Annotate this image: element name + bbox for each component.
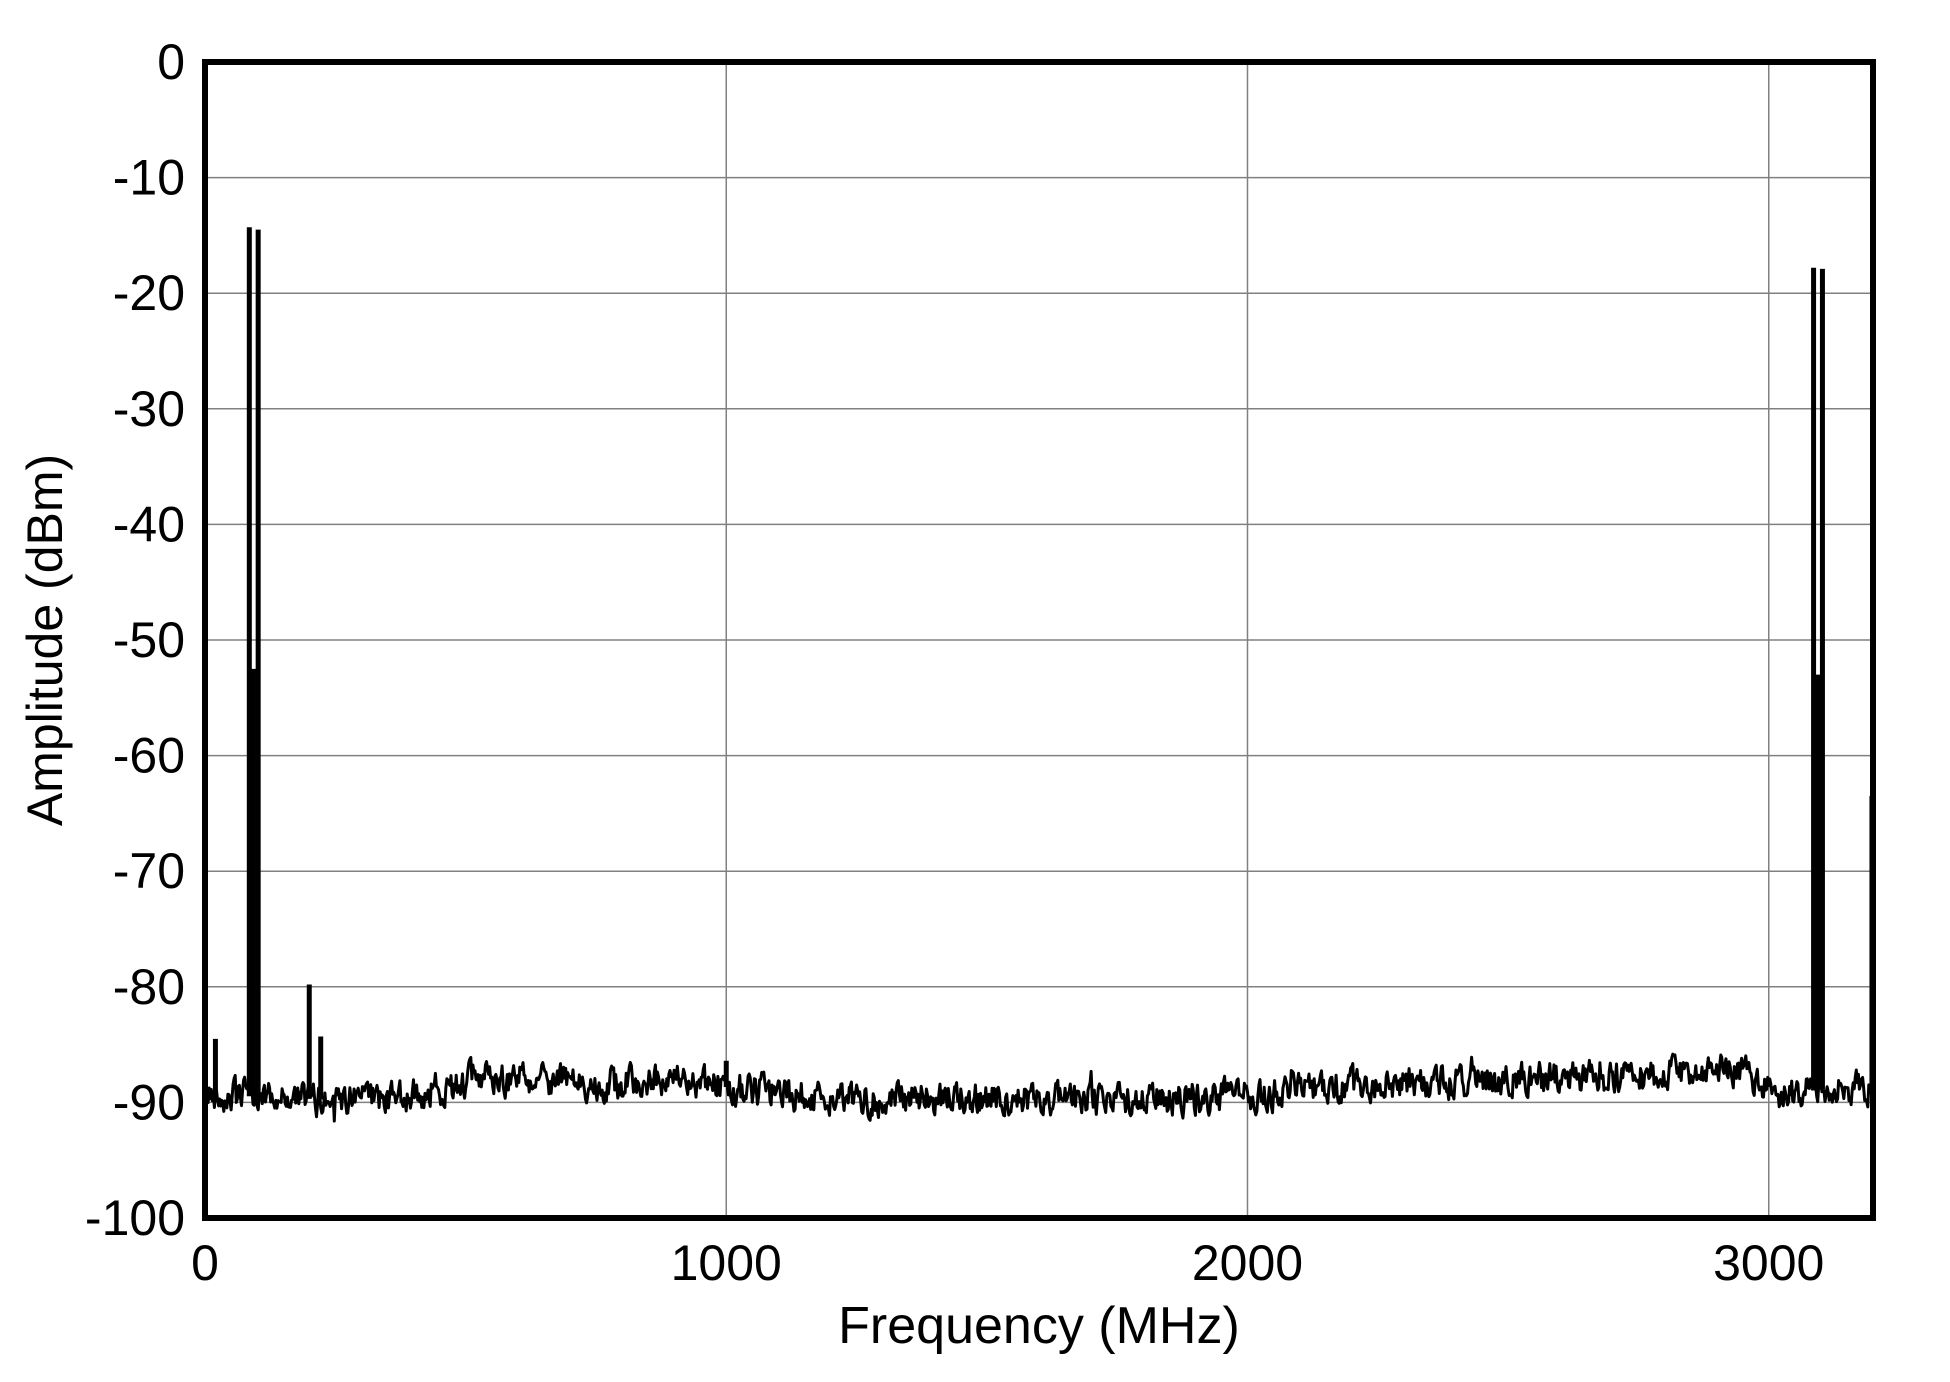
svg-text:-90: -90 — [113, 1074, 185, 1130]
svg-text:0: 0 — [191, 1235, 219, 1291]
svg-text:-30: -30 — [113, 381, 185, 437]
svg-text:-20: -20 — [113, 265, 185, 321]
svg-text:1000: 1000 — [671, 1235, 782, 1291]
svg-text:0: 0 — [157, 34, 185, 90]
x-axis-label: Frequency (MHz) — [838, 1297, 1240, 1355]
svg-text:-40: -40 — [113, 496, 185, 552]
svg-text:-60: -60 — [113, 728, 185, 784]
svg-text:-70: -70 — [113, 843, 185, 899]
y-axis-label: Amplitude (dBm) — [17, 453, 73, 827]
svg-text:-50: -50 — [113, 612, 185, 668]
svg-text:-100: -100 — [85, 1190, 185, 1246]
svg-text:2000: 2000 — [1192, 1235, 1303, 1291]
svg-text:-80: -80 — [113, 959, 185, 1015]
svg-text:3000: 3000 — [1713, 1235, 1824, 1291]
svg-text:-10: -10 — [113, 150, 185, 206]
